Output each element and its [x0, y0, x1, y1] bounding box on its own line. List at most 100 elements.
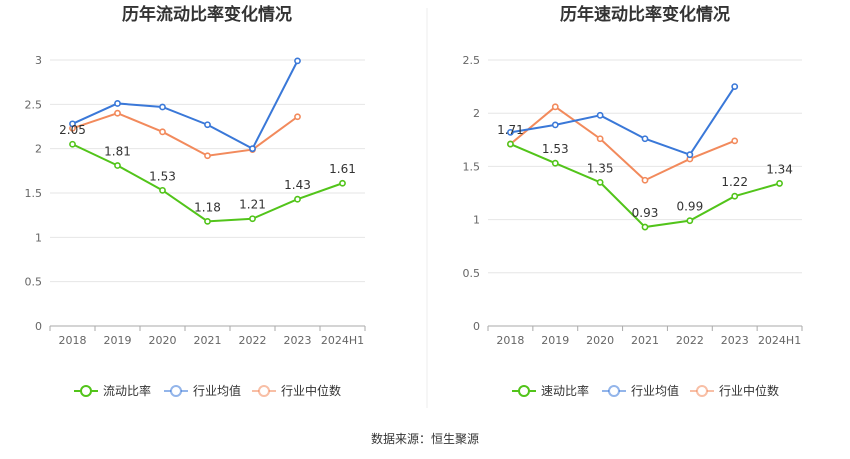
- data-point-primary: [596, 178, 604, 186]
- y-tick-label: 1.5: [463, 160, 481, 173]
- data-point-industry-average: [551, 121, 559, 129]
- data-source: 数据来源：恒生聚源: [371, 431, 479, 446]
- data-point-industry-average: [731, 83, 739, 90]
- x-tick-label: 2021: [194, 334, 222, 347]
- data-point-industry-average: [69, 120, 76, 128]
- legend-label: 速动比率: [541, 383, 589, 398]
- data-label: 1.34: [766, 162, 793, 176]
- x-tick-label: 2019: [104, 334, 132, 347]
- data-point-industry-median: [731, 137, 739, 145]
- chart-title: 历年流动比率变化情况: [122, 4, 292, 25]
- data-point-primary: [551, 159, 559, 167]
- legend-label: 行业中位数: [281, 383, 341, 398]
- data-point-industry-average: [249, 145, 256, 153]
- x-tick-label: 2020: [149, 334, 177, 347]
- data-point-industry-average: [114, 100, 121, 107]
- data-point-industry-average: [596, 111, 604, 119]
- x-tick-label: 2023: [721, 334, 749, 347]
- legend-marker: [258, 385, 270, 397]
- x-tick-label: 2020: [586, 334, 614, 347]
- data-label: 1.61: [329, 162, 356, 176]
- legend-item-industry-median[interactable]: 行业中位数: [690, 383, 779, 398]
- data-point-primary: [731, 192, 739, 200]
- series-line-industry-average: [510, 86, 736, 156]
- legend-label: 流动比率: [103, 383, 151, 398]
- data-label: 1.21: [239, 198, 266, 212]
- data-point-primary: [294, 195, 301, 203]
- data-point-industry-average: [507, 128, 514, 136]
- data-label: 2.05: [59, 123, 86, 137]
- data-point-primary: [249, 215, 256, 223]
- data-point-primary: [114, 162, 121, 169]
- y-tick-label: 0: [35, 320, 42, 333]
- legend-marker: [518, 385, 530, 397]
- current-ratio-chart: 历年流动比率变化情况 0 0.5 1 1.5 2 2.5 3 2018 2019 2020 2021 2…: [25, 4, 366, 398]
- data-point-primary: [507, 140, 514, 148]
- data-point-industry-median: [294, 113, 301, 121]
- legend-item-primary[interactable]: 流动比率: [74, 383, 151, 398]
- y-tick-label: 2: [35, 143, 42, 156]
- data-point-primary: [686, 217, 694, 225]
- data-point-primary: [204, 217, 211, 225]
- x-tick-label: 2024H1: [758, 334, 801, 347]
- y-tick-label: 1: [473, 214, 480, 227]
- data-point-industry-average: [204, 121, 211, 129]
- legend-item-primary[interactable]: 速动比率: [512, 383, 589, 398]
- x-tick-label: 2023: [284, 334, 312, 347]
- series-line-industry-average: [72, 60, 299, 151]
- data-label: 0.99: [676, 200, 703, 214]
- data-point-industry-average: [159, 103, 166, 111]
- y-tick-label: 2.5: [25, 98, 43, 111]
- data-point-industry-median: [641, 176, 649, 184]
- legend-label: 行业均值: [193, 383, 241, 398]
- quick-ratio-chart: 历年速动比率变化情况 0 0.5 1 1.5 2 2.5 2018 2019 2020 2021 20…: [463, 4, 803, 398]
- y-tick-label: 0.5: [25, 276, 43, 289]
- data-label: 1.71: [497, 123, 524, 137]
- x-tick-label: 2022: [676, 334, 704, 347]
- data-point-primary: [339, 179, 346, 187]
- data-point-industry-median: [114, 109, 121, 117]
- data-point-industry-median: [596, 135, 604, 143]
- x-tick-label: 2018: [496, 334, 524, 347]
- y-tick-label: 1.5: [25, 187, 43, 200]
- data-point-industry-median: [159, 128, 166, 136]
- series-line-industry-median: [72, 112, 299, 157]
- legend-marker: [80, 385, 92, 397]
- legend-label: 行业中位数: [719, 383, 779, 398]
- data-point-primary: [69, 140, 76, 148]
- data-label: 1.35: [587, 161, 614, 175]
- series-line-industry-median: [509, 105, 736, 182]
- data-point-industry-median: [551, 103, 559, 111]
- y-tick-label: 2: [473, 107, 480, 120]
- data-label: 1.43: [284, 178, 311, 192]
- y-tick-label: 2.5: [463, 54, 481, 67]
- data-point-industry-average: [641, 135, 649, 143]
- legend-label: 行业均值: [631, 383, 679, 398]
- data-point-industry-median: [204, 152, 211, 160]
- chart-title: 历年速动比率变化情况: [560, 4, 730, 25]
- legend-item-industry-median[interactable]: 行业中位数: [252, 383, 341, 398]
- legend-marker: [608, 385, 620, 397]
- legend-item-industry-average[interactable]: 行业均值: [602, 383, 679, 398]
- legend-item-industry-average[interactable]: 行业均值: [164, 383, 241, 398]
- x-tick-label: 2021: [631, 334, 659, 347]
- data-label: 1.53: [149, 169, 176, 183]
- legend-marker: [696, 385, 708, 397]
- y-tick-label: 1: [35, 231, 42, 244]
- y-tick-label: 3: [35, 54, 42, 67]
- x-tick-label: 2018: [59, 334, 87, 347]
- data-label: 1.18: [194, 200, 221, 214]
- x-tick-label: 2022: [239, 334, 267, 347]
- data-point-primary: [776, 180, 783, 187]
- data-label: 1.53: [542, 142, 569, 156]
- data-point-primary: [159, 186, 166, 194]
- y-tick-label: 0: [473, 320, 480, 333]
- x-tick-label: 2024H1: [321, 334, 364, 347]
- x-tick-label: 2019: [541, 334, 569, 347]
- y-tick-label: 0.5: [463, 267, 481, 280]
- data-label: 0.93: [632, 206, 659, 220]
- data-point-industry-average: [294, 57, 301, 65]
- data-label: 1.81: [104, 145, 131, 159]
- legend-marker: [170, 385, 182, 397]
